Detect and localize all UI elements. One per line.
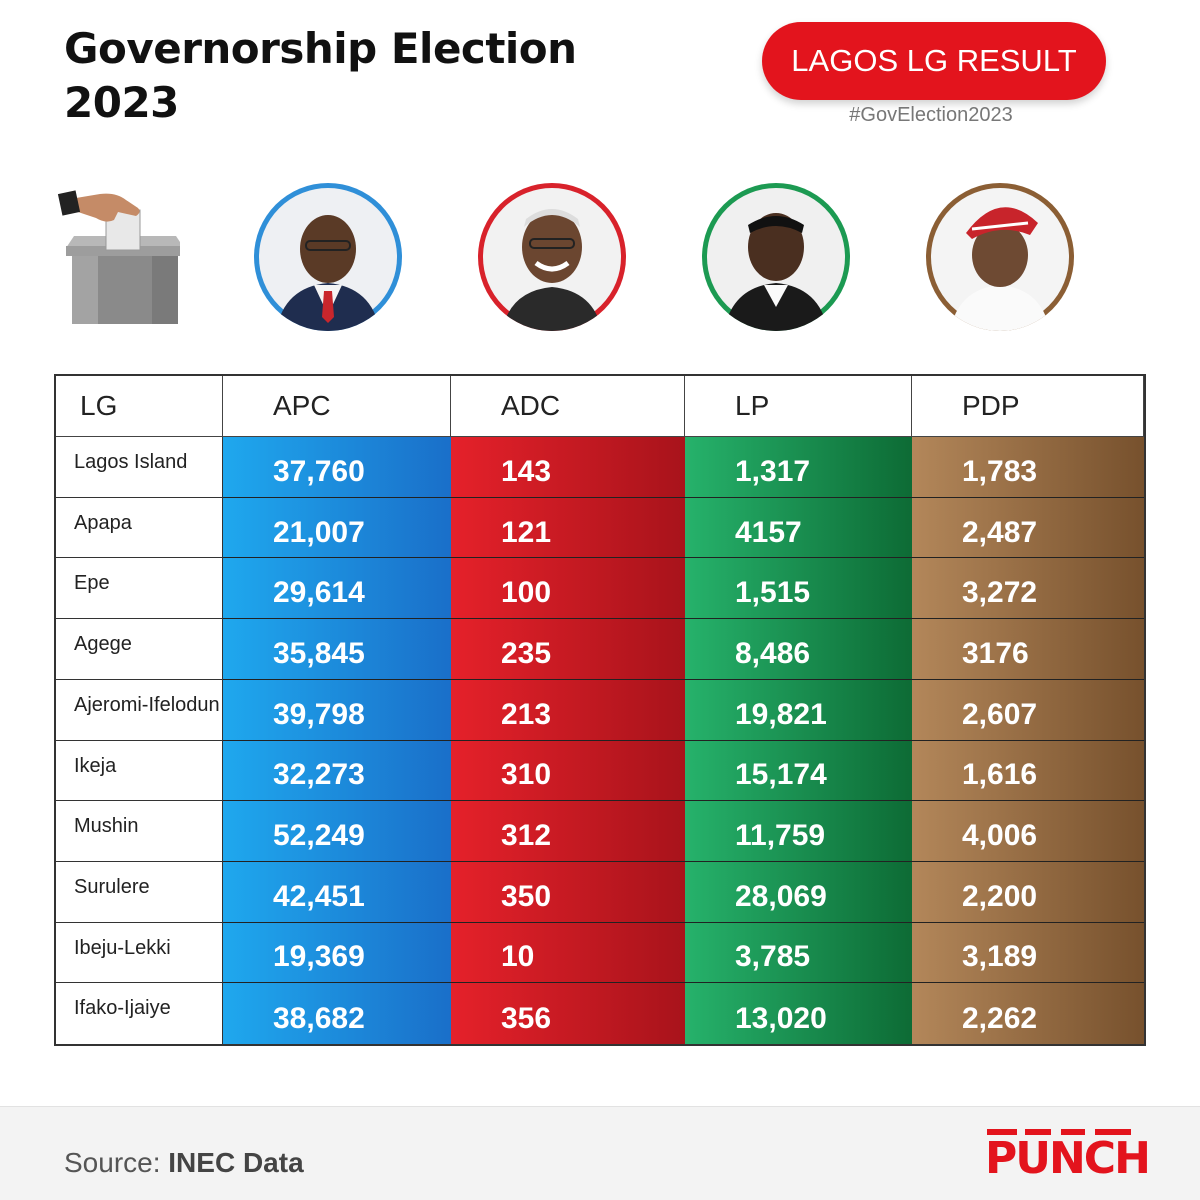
apc-votes: 42,451 bbox=[223, 861, 451, 923]
header-adc: ADC bbox=[451, 376, 685, 437]
lg-name: Apapa bbox=[56, 497, 223, 559]
adc-votes: 121 bbox=[451, 497, 685, 559]
lp-votes: 15,174 bbox=[685, 740, 912, 802]
apc-votes: 37,760 bbox=[223, 437, 451, 498]
header-pdp: PDP bbox=[912, 376, 1144, 437]
pdp-votes: 2,200 bbox=[912, 861, 1144, 923]
lg-name: Agege bbox=[56, 619, 223, 680]
pdp-votes: 2,607 bbox=[912, 679, 1144, 741]
lp-votes: 3,785 bbox=[685, 922, 912, 984]
punch-logo: PUNCH bbox=[985, 1129, 1151, 1185]
adc-votes: 312 bbox=[451, 801, 685, 862]
apc-votes: 21,007 bbox=[223, 497, 451, 559]
header-lp: LP bbox=[685, 376, 912, 437]
header-lg: LG bbox=[56, 376, 223, 437]
lg-name: Epe bbox=[56, 558, 223, 620]
source-value: INEC Data bbox=[168, 1147, 304, 1178]
pdp-votes: 1,783 bbox=[912, 437, 1144, 498]
lg-name: Ibeju-Lekki bbox=[56, 922, 223, 984]
ballot-box-icon bbox=[56, 186, 184, 331]
apc-votes: 39,798 bbox=[223, 679, 451, 741]
lg-name: Mushin bbox=[56, 801, 223, 862]
adc-votes: 213 bbox=[451, 679, 685, 741]
lagos-lg-result-badge: LAGOS LG RESULT bbox=[762, 22, 1106, 100]
adc-votes: 350 bbox=[451, 861, 685, 923]
lg-name: Ajeromi-Ifelodun bbox=[56, 679, 223, 741]
candidate-pdp-portrait bbox=[921, 178, 1079, 336]
results-table: LG APC ADC LP PDP Lagos Island 37,760 14… bbox=[54, 374, 1146, 1046]
apc-votes: 52,249 bbox=[223, 801, 451, 862]
lp-votes: 4157 bbox=[685, 497, 912, 559]
page-title: Governorship Election 2023 bbox=[64, 22, 577, 130]
pdp-votes: 2,262 bbox=[912, 983, 1144, 1044]
apc-votes: 38,682 bbox=[223, 983, 451, 1044]
candidate-lp-portrait bbox=[697, 178, 855, 336]
pdp-votes: 1,616 bbox=[912, 740, 1144, 802]
pdp-votes: 2,487 bbox=[912, 497, 1144, 559]
source-label: Source: bbox=[64, 1147, 161, 1178]
lg-name: Ikeja bbox=[56, 740, 223, 802]
lg-name: Lagos Island bbox=[56, 437, 223, 498]
source-credit: Source: INEC Data bbox=[64, 1147, 304, 1179]
footer: Source: INEC Data PUNCH bbox=[0, 1106, 1200, 1200]
lg-name: Surulere bbox=[56, 861, 223, 923]
apc-votes: 29,614 bbox=[223, 558, 451, 620]
adc-votes: 310 bbox=[451, 740, 685, 802]
lp-votes: 8,486 bbox=[685, 619, 912, 680]
pdp-votes: 3176 bbox=[912, 619, 1144, 680]
lg-name: Ifako-Ijaiye bbox=[56, 983, 223, 1044]
title-line-2: 2023 bbox=[64, 78, 179, 127]
punch-logo-text: PUNCH bbox=[985, 1133, 1151, 1184]
lp-votes: 1,515 bbox=[685, 558, 912, 620]
candidate-apc-portrait bbox=[249, 178, 407, 336]
hashtag: #GovElection2023 bbox=[849, 104, 1013, 126]
lp-votes: 13,020 bbox=[685, 983, 912, 1044]
pdp-votes: 4,006 bbox=[912, 801, 1144, 862]
adc-votes: 100 bbox=[451, 558, 685, 620]
candidate-adc-portrait bbox=[473, 178, 631, 336]
lp-votes: 11,759 bbox=[685, 801, 912, 862]
adc-votes: 10 bbox=[451, 922, 685, 984]
lp-votes: 19,821 bbox=[685, 679, 912, 741]
header-apc: APC bbox=[223, 376, 451, 437]
adc-votes: 143 bbox=[451, 437, 685, 498]
adc-votes: 356 bbox=[451, 983, 685, 1044]
title-line-1: Governorship Election bbox=[64, 24, 577, 73]
adc-votes: 235 bbox=[451, 619, 685, 680]
lp-votes: 1,317 bbox=[685, 437, 912, 498]
apc-votes: 32,273 bbox=[223, 740, 451, 802]
apc-votes: 19,369 bbox=[223, 922, 451, 984]
apc-votes: 35,845 bbox=[223, 619, 451, 680]
lp-votes: 28,069 bbox=[685, 861, 912, 923]
pdp-votes: 3,272 bbox=[912, 558, 1144, 620]
pdp-votes: 3,189 bbox=[912, 922, 1144, 984]
